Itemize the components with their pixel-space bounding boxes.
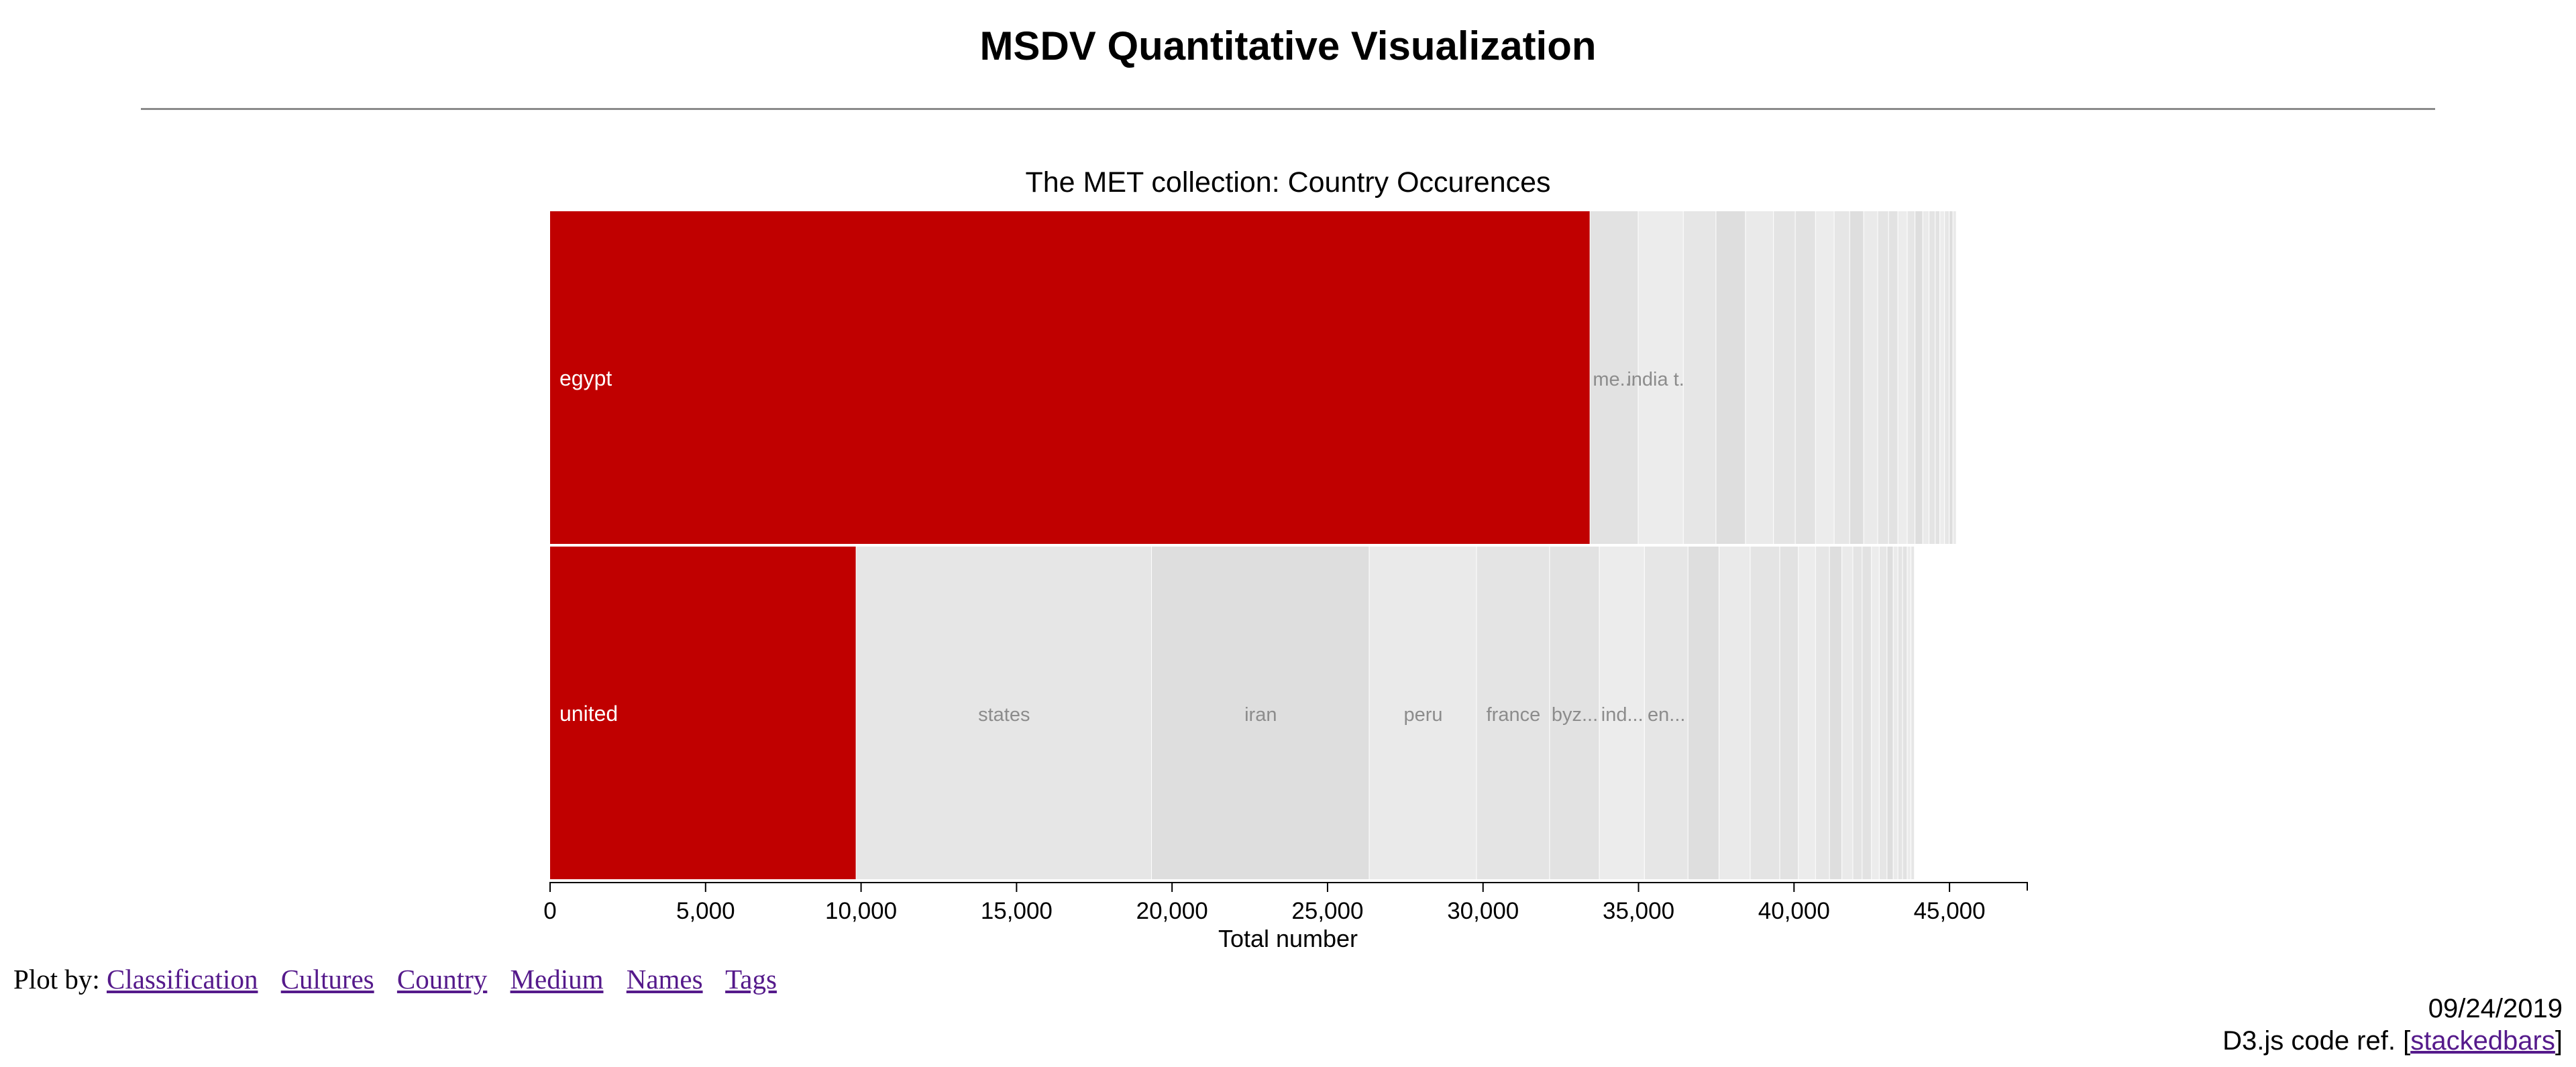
bar-segment[interactable]	[1799, 547, 1815, 879]
x-tick-label: 30,000	[1447, 898, 1519, 924]
bar-segment[interactable]	[1864, 211, 1878, 544]
plot-by-classification-link[interactable]: Classification	[106, 964, 258, 995]
x-tick-label: 25,000	[1291, 898, 1363, 924]
bar-segment[interactable]	[1829, 547, 1842, 879]
bar-segment[interactable]	[1915, 211, 1923, 544]
bar-segment[interactable]	[1911, 547, 1915, 879]
x-tick-label: 40,000	[1758, 898, 1830, 924]
bar-segment[interactable]	[1638, 211, 1683, 544]
x-tick-label: 45,000	[1914, 898, 1986, 924]
bar-segment[interactable]	[1862, 547, 1872, 879]
page-title: MSDV Quantitative Visualization	[979, 23, 1597, 68]
plot-by-country-link[interactable]: Country	[396, 964, 488, 995]
bar-segment[interactable]	[1898, 547, 1902, 879]
segment-label: iran	[1244, 704, 1277, 726]
bar-segment[interactable]	[1477, 547, 1550, 879]
segment-label: en...	[1648, 704, 1685, 726]
x-axis-label: Total number	[1218, 925, 1358, 952]
bar-segment[interactable]	[1887, 547, 1893, 879]
bar-segment[interactable]	[1949, 211, 1953, 544]
x-axis-line	[549, 882, 2028, 891]
bar-segment[interactable]	[1935, 211, 1940, 544]
title-divider	[141, 108, 2435, 110]
segment-label: byz...	[1552, 704, 1598, 726]
segment-label: peru	[1403, 704, 1442, 726]
x-tick-label: 0	[543, 898, 556, 924]
plot-by-label: Plot by:	[13, 964, 100, 995]
bar-segment[interactable]	[1152, 547, 1369, 879]
bar-segment[interactable]	[1834, 211, 1849, 544]
bar-segment[interactable]	[1907, 211, 1915, 544]
bar-segment[interactable]	[1878, 211, 1888, 544]
bars-group: egypt me...india t...united states iran peru…	[550, 211, 1956, 879]
bar-segment[interactable]	[1599, 547, 1644, 879]
bar-segment[interactable]	[1849, 211, 1864, 544]
bar-segment[interactable]	[1945, 211, 1949, 544]
segment-label: ind...	[1601, 704, 1644, 726]
bar-segment[interactable]	[1750, 547, 1780, 879]
chart-title: The MET collection: Country Occurences	[1025, 166, 1550, 199]
bar-segment[interactable]	[1940, 211, 1945, 544]
bar-segment[interactable]	[856, 547, 1152, 879]
bar-segment[interactable]	[1888, 211, 1898, 544]
bar-segment[interactable]	[1590, 211, 1638, 544]
plot-by-names-link[interactable]: Names	[626, 964, 703, 995]
x-tick-label: 35,000	[1603, 898, 1674, 924]
stackedbars-link[interactable]: stackedbars	[2410, 1026, 2555, 1056]
bar-segment[interactable]	[1842, 547, 1853, 879]
bar-segment[interactable]	[1369, 547, 1477, 879]
footer-date: 09/24/2019	[2428, 994, 2563, 1023]
segment-label: states	[978, 704, 1030, 726]
stacked-bar-chart: The MET collection: Country Occurences e…	[543, 166, 2028, 952]
bar-segment[interactable]	[1716, 211, 1746, 544]
plot-by-tags-link[interactable]: Tags	[725, 964, 777, 995]
segment-label: me...	[1593, 369, 1635, 390]
bar-segment[interactable]	[1872, 547, 1879, 879]
plot-by-medium-link[interactable]: Medium	[510, 964, 604, 995]
bar-segment[interactable]	[1815, 211, 1834, 544]
bar-segment[interactable]	[1929, 211, 1935, 544]
bar-segment[interactable]	[1898, 211, 1907, 544]
segment-label: france	[1487, 704, 1541, 726]
bar-segment[interactable]	[1853, 547, 1862, 879]
bar-segment[interactable]	[1893, 547, 1898, 879]
segment-label: egypt	[559, 366, 612, 390]
x-tick-label: 5,000	[676, 898, 735, 924]
bar-segment[interactable]	[1719, 547, 1750, 879]
bar-segment[interactable]	[1644, 547, 1688, 879]
bar-segment[interactable]	[1774, 211, 1795, 544]
bar-segment[interactable]	[1879, 547, 1887, 879]
segment-label: united	[559, 701, 618, 726]
x-tick-label: 10,000	[825, 898, 897, 924]
bar-segment[interactable]	[1780, 547, 1799, 879]
bar-segment[interactable]	[1815, 547, 1829, 879]
x-tick-label: 15,000	[981, 898, 1053, 924]
bar-segment[interactable]	[1953, 211, 1956, 544]
plot-by-nav: Plot by: Classification Cultures Country…	[13, 963, 793, 995]
bar-segment[interactable]	[550, 211, 1590, 544]
bar-segment[interactable]	[1907, 547, 1911, 879]
bar-segment[interactable]	[1688, 547, 1719, 879]
bar-segment[interactable]	[1550, 547, 1599, 879]
plot-by-cultures-link[interactable]: Cultures	[280, 964, 374, 995]
code-reference: D3.js code ref. [stackedbars]	[2222, 1026, 2563, 1056]
bar-segment[interactable]	[1683, 211, 1716, 544]
code-reference-prefix: D3.js code ref. [	[2222, 1026, 2411, 1056]
bar-segment[interactable]	[1923, 211, 1929, 544]
x-axis: 0 5,000 10,000 15,000 20,000 25,000 30,000 35,0…	[543, 882, 2028, 924]
bar-segment[interactable]	[550, 547, 856, 879]
code-reference-suffix: ]	[2555, 1026, 2563, 1056]
x-tick-label: 20,000	[1136, 898, 1208, 924]
bar-segment[interactable]	[1902, 547, 1907, 879]
bar-segment[interactable]	[1795, 211, 1815, 544]
bar-segment[interactable]	[1746, 211, 1774, 544]
